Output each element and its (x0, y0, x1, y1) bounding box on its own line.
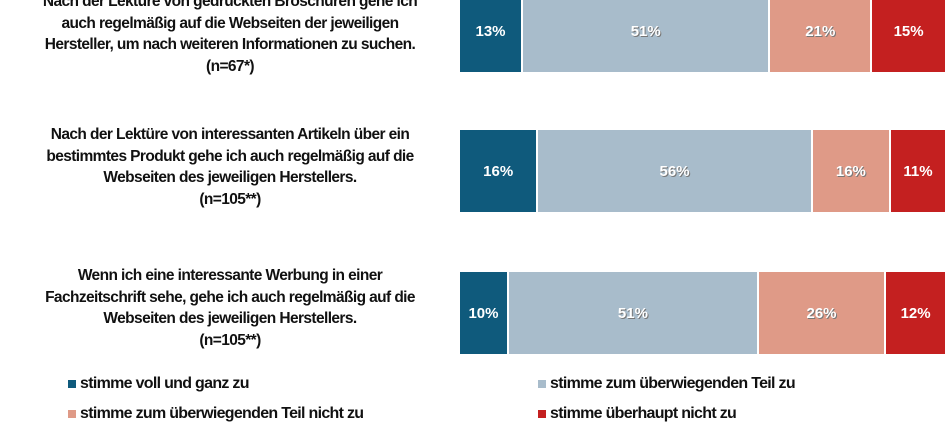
category-label-line: Webseiten des jeweiligen Herstellers. (103, 169, 357, 186)
legend-item: stimme zum überwiegenden Teil zu (538, 375, 796, 393)
data-label: 10% (468, 304, 499, 322)
category-label-line: Webseiten des jeweiligen Herstellers. (103, 310, 357, 327)
legend-item: stimme überhaupt nicht zu (538, 405, 737, 423)
category-label-line: auch regelmäßig auf die Webseiten der je… (61, 14, 400, 32)
bar-segment: 51% (523, 0, 771, 72)
category-label: Nach der Lektüre von gedruckten Broschür… (0, 0, 460, 77)
category-label-line: Wenn ich eine interessante Werbung in ei… (77, 267, 383, 284)
legend-swatch (538, 380, 546, 388)
legend-label: stimme voll und ganz zu (80, 375, 250, 392)
bar-segment: 51% (508, 272, 759, 354)
data-label: 16% (483, 162, 514, 180)
data-label: 16% (835, 162, 866, 180)
legend-swatch (538, 410, 546, 418)
category-label-line: Nach der Lektüre von interessanten Artik… (50, 126, 410, 143)
data-label: 21% (805, 22, 836, 40)
data-label: 56% (659, 162, 690, 180)
bar-segment: 16% (812, 130, 892, 212)
stacked-bar: 10% 51% 26% 12% (460, 272, 945, 354)
bar-segment: 15% (872, 0, 945, 72)
bar-segment: 21% (770, 0, 873, 72)
legend-item: stimme voll und ganz zu (68, 375, 250, 393)
legend-swatch (68, 380, 76, 388)
category-label-line: (n=105**) (199, 190, 261, 208)
bar-segment: 10% (460, 272, 509, 354)
legend-label: stimme überhaupt nicht zu (550, 405, 737, 422)
data-label: 15% (893, 22, 924, 40)
data-label: 11% (903, 162, 933, 180)
data-label: 51% (630, 22, 661, 40)
bar-segment: 26% (758, 272, 887, 354)
stacked-bar: 13% 51% 21% 15% (460, 0, 945, 72)
category-label: Wenn ich eine interessante Werbung in ei… (0, 265, 460, 351)
legend-label: stimme zum überwiegenden Teil nicht zu (80, 405, 364, 422)
category-label-line: Fachzeitschrift sehe, gehe ich auch rege… (45, 288, 415, 306)
legend-label: stimme zum überwiegenden Teil zu (550, 375, 796, 392)
stacked-bar: 16% 56% 16% 11% (460, 130, 945, 212)
bar-segment: 12% (886, 272, 945, 354)
data-label: 26% (806, 304, 837, 322)
category-label-line: Hersteller, um nach weiteren Information… (44, 36, 416, 53)
bar-segment: 13% (460, 0, 524, 72)
bar-segment: 56% (538, 130, 813, 212)
category-label-line: Nach der Lektüre von gedruckten Broschür… (42, 0, 418, 10)
category-label-line: bestimmtes Produkt gehe ich auch regelmä… (46, 147, 414, 165)
bar-segment: 16% (460, 130, 539, 212)
data-label: 12% (900, 304, 931, 322)
data-label: 13% (475, 22, 506, 40)
legend-item: stimme zum überwiegenden Teil nicht zu (68, 405, 364, 423)
category-label: Nach der Lektüre von interessanten Artik… (0, 124, 460, 210)
category-label-line: (n=67*) (206, 57, 255, 75)
bar-segment: 11% (891, 130, 945, 212)
data-label: 51% (617, 304, 648, 322)
category-label-line: (n=105**) (199, 331, 261, 349)
legend-swatch (68, 410, 76, 418)
